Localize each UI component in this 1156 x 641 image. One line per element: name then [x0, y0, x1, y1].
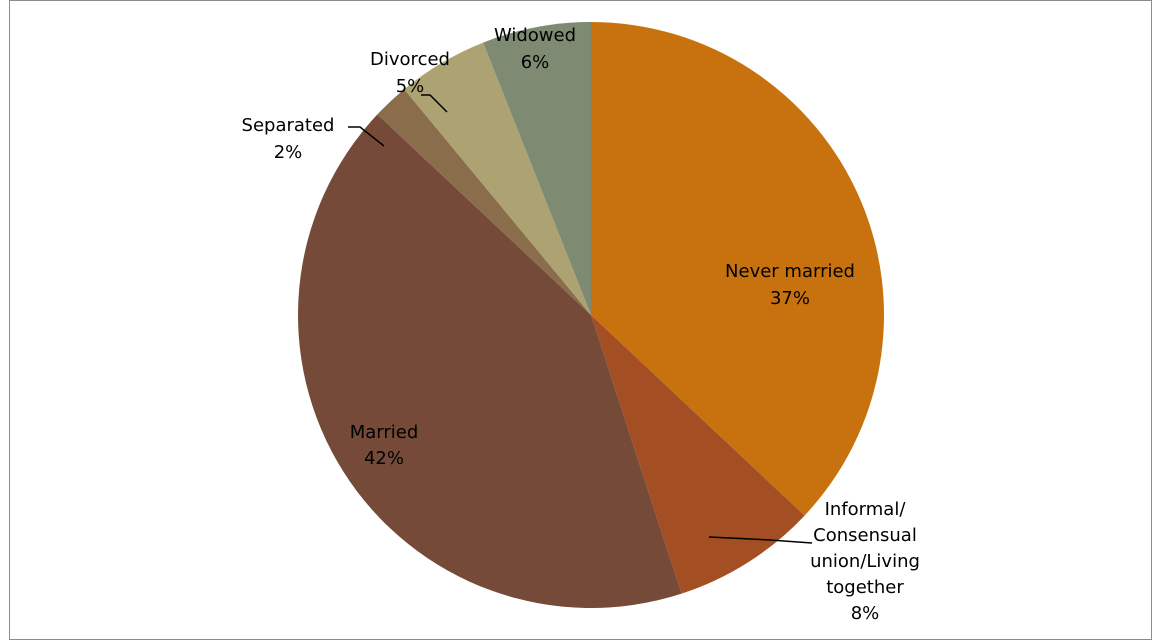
slice-label-line: 42% — [364, 448, 404, 469]
slice-label-line: Divorced — [370, 49, 450, 70]
slice-label-married: Married 42% — [350, 422, 419, 469]
slice-label-divorced: Divorced 5% — [370, 49, 450, 97]
slice-label-line: Informal/ — [825, 499, 907, 520]
leader-line-divorced — [421, 94, 448, 113]
pie-slice-separated — [377, 89, 591, 316]
slice-label-informal-consensual-union-living-together: Informal/Consensual union/Living together 8… — [810, 499, 920, 624]
slice-label-line: 8% — [851, 603, 880, 624]
slice-label-widowed: Widowed 6% — [494, 25, 576, 73]
pie-slice-widowed — [483, 22, 591, 315]
slice-labels: Never married 37% Informal/Consensual union… — [242, 25, 920, 624]
pie-slice-married — [298, 114, 682, 608]
slice-label-line: union/Living — [810, 551, 920, 572]
chart-frame: Never married 37% Informal/Consensual union… — [9, 0, 1152, 640]
slice-label-line: Separated — [242, 115, 335, 136]
slice-label-line: 2% — [274, 142, 303, 163]
pie-chart: Never married 37% Informal/Consensual union… — [242, 22, 920, 624]
pie-slice-divorced — [404, 42, 591, 315]
slice-label-never-married: Never married 37% — [725, 261, 855, 309]
slice-label-line: Widowed — [494, 25, 576, 46]
leader-lines — [348, 94, 813, 544]
slice-label-line: 37% — [770, 288, 810, 309]
leader-line-separated — [348, 126, 385, 147]
slice-label-line: 6% — [521, 52, 550, 73]
slice-label-line: Consensual — [813, 525, 917, 546]
slice-label-line: together — [826, 577, 904, 598]
pie-slices — [298, 22, 884, 608]
leader-line-informal-consensual-union-living-together — [708, 536, 813, 544]
pie-slice-informal-consensual-union-living-together — [591, 315, 805, 594]
pie-slice-never-married — [591, 22, 884, 516]
slice-label-separated: Separated 2% — [242, 115, 335, 163]
slice-label-line: Married — [350, 422, 419, 443]
slice-label-line: 5% — [396, 76, 425, 97]
slice-label-line: Never married — [725, 261, 855, 282]
